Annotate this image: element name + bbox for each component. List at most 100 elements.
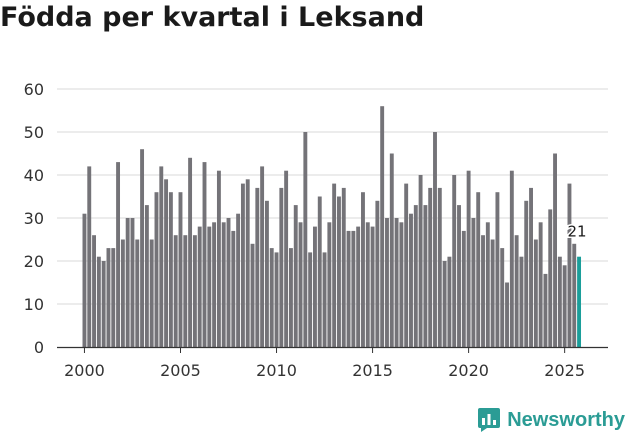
bar: 2005 Q1: 36 (178, 192, 183, 347)
bar: 2023 Q1: 34 (524, 200, 529, 347)
bar: 2003 Q4: 36 (154, 192, 159, 347)
bar: 2000 Q4: 21 (96, 256, 101, 347)
bar: 2002 Q4: 25 (135, 239, 140, 347)
bar: 2020 Q2: 30 (471, 218, 476, 347)
x-tick-label: 2025 (544, 361, 585, 380)
bar: 2006 Q3: 28 (207, 226, 212, 347)
bar: 2010 Q3: 41 (284, 170, 289, 347)
bar: 2012 Q4: 29 (327, 222, 332, 347)
bar: 2018 Q3: 37 (437, 187, 442, 347)
bar: 2012 Q2: 35 (317, 196, 322, 347)
bar: 2005 Q4: 26 (192, 235, 197, 347)
bar: 2006 Q1: 28 (197, 226, 202, 347)
bar: 2004 Q4: 26 (173, 235, 178, 347)
bar: 2025 Q2: 38 (567, 183, 572, 347)
bar: 2017 Q3: 40 (418, 175, 423, 347)
bar: 2014 Q1: 27 (351, 230, 356, 347)
bar: 2001 Q4: 43 (116, 162, 121, 347)
bar: 2004 Q3: 36 (168, 192, 173, 347)
bar: 2011 Q1: 33 (293, 205, 298, 347)
bar: 2008 Q3: 39 (245, 179, 250, 347)
bar: 2016 Q1: 45 (389, 153, 394, 347)
y-tick-label: 20 (24, 252, 44, 271)
bar: 2014 Q3: 36 (361, 192, 365, 347)
y-tick-label: 40 (24, 166, 44, 185)
bar: 2000 Q3: 26 (92, 235, 96, 347)
y-tick-label: 60 (24, 80, 44, 99)
y-axis-ticks: 0 10 20 30 40 50 60 (24, 80, 44, 357)
bar: 2012 Q1: 28 (313, 226, 317, 347)
bar: 2002 Q1: 25 (120, 239, 125, 347)
bar: 2012 Q3: 22 (322, 252, 327, 347)
bar: 2024 Q4: 21 (557, 256, 562, 347)
bar: 2007 Q4: 27 (231, 230, 236, 347)
bar: 2010 Q4: 23 (288, 248, 293, 347)
y-tick-label: 0 (34, 338, 44, 357)
bar: 2015 Q3: 56 (380, 106, 385, 347)
bar: 2019 Q2: 40 (452, 175, 457, 347)
bar: 2023 Q4: 29 (538, 222, 543, 347)
bar: 2001 Q2: 23 (106, 248, 111, 347)
bar: 2006 Q2: 43 (202, 162, 207, 347)
bar: 2013 Q4: 27 (346, 230, 351, 347)
bar: 2009 Q4: 23 (269, 248, 274, 347)
bar: 2018 Q2: 50 (433, 132, 437, 347)
bar: 2002 Q3: 30 (130, 218, 135, 347)
y-tick-label: 50 (24, 123, 44, 142)
bar: 2024 Q3: 45 (553, 153, 557, 347)
bar: 2015 Q1: 28 (370, 226, 375, 347)
bar: 2001 Q1: 20 (101, 261, 106, 347)
bar: 2015 Q2: 34 (375, 200, 380, 347)
bar: 2009 Q3: 34 (264, 200, 269, 347)
bar: 2000 Q2: 42 (87, 166, 92, 347)
bar: 2013 Q3: 37 (341, 187, 346, 347)
bar: 2008 Q4: 24 (250, 243, 255, 347)
bar: 2010 Q2: 37 (279, 187, 284, 347)
x-tick-label: 2020 (448, 361, 489, 380)
bars: 2000 Q1: 312000 Q2: 422000 Q3: 262000 Q4… (82, 106, 582, 347)
bar: 2024 Q1: 17 (543, 273, 548, 347)
bar: 2003 Q3: 25 (149, 239, 154, 347)
bar: 2022 Q4: 21 (519, 256, 524, 347)
bar: 2025 Q3: 24 (572, 243, 577, 347)
bar: 2009 Q2: 42 (260, 166, 265, 347)
bar: 2007 Q1: 41 (216, 170, 221, 347)
bar: 2024 Q2: 32 (548, 209, 553, 347)
newsworthy-logo-icon (478, 408, 501, 432)
bar: 2025 Q1: 19 (562, 265, 567, 347)
bar: 2019 Q3: 33 (457, 205, 461, 347)
bar: 2016 Q3: 29 (399, 222, 404, 347)
bar: 2020 Q4: 26 (481, 235, 485, 347)
bar: 2004 Q1: 42 (159, 166, 164, 347)
bar: 2011 Q2: 29 (298, 222, 303, 347)
bar: 2021 Q2: 25 (490, 239, 495, 347)
bar: 2013 Q1: 38 (332, 183, 337, 347)
brand-logo: Newsworthy (477, 407, 625, 433)
y-tick-label: 30 (24, 209, 44, 228)
bar: 2022 Q3: 26 (514, 235, 519, 347)
bar: 2007 Q3: 30 (226, 218, 231, 347)
bar: 2002 Q2: 30 (125, 218, 130, 347)
brand-name: Newsworthy (507, 408, 625, 431)
bar: 2020 Q3: 36 (476, 192, 481, 347)
x-tick-label: 2015 (352, 361, 393, 380)
bar: 2009 Q1: 37 (255, 187, 260, 347)
bar: 2005 Q3: 44 (188, 157, 193, 347)
bar: 2018 Q1: 37 (428, 187, 433, 347)
bar: 2007 Q2: 29 (221, 222, 226, 347)
bar: 2021 Q4: 23 (500, 248, 505, 347)
bar: 2011 Q3: 50 (303, 132, 308, 347)
bar: 2016 Q4: 38 (404, 183, 409, 347)
bar: 2008 Q2: 38 (240, 183, 245, 347)
bar: 2019 Q1: 21 (447, 256, 452, 347)
bar: 2010 Q1: 22 (274, 252, 279, 347)
annotations: 21 (566, 221, 588, 242)
bar: 2022 Q2: 41 (509, 170, 514, 347)
highlight-value-label: 21 (568, 223, 587, 241)
bar: 2019 Q4: 27 (461, 230, 466, 347)
x-tick-label: 2000 (64, 361, 105, 380)
bar: 2018 Q4: 20 (442, 261, 447, 347)
bar: 2003 Q2: 33 (144, 205, 149, 347)
bar: 2008 Q1: 31 (236, 213, 241, 347)
